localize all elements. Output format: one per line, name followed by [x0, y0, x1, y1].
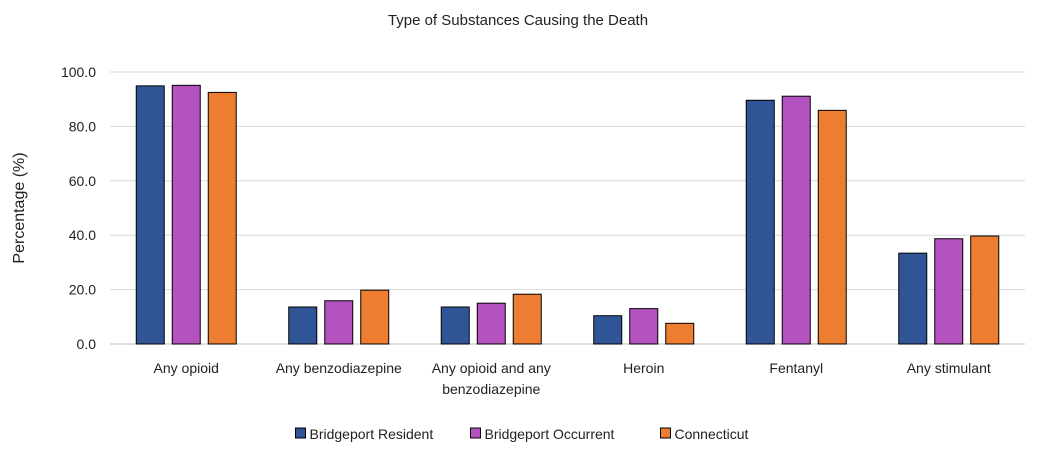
bar — [440, 306, 470, 345]
x-tick-label: Any benzodiazepine — [276, 360, 402, 376]
bar — [629, 308, 659, 345]
x-tick-label: Any opioid and any benzodiazepine — [432, 360, 551, 397]
chart-title: Type of Substances Causing the Death — [388, 12, 648, 29]
bar — [207, 91, 237, 345]
legend-label: Bridgeport Occurrent — [485, 426, 615, 442]
bar — [934, 238, 964, 345]
y-tick-label: 20.0 — [69, 282, 96, 298]
bar — [970, 235, 1000, 345]
y-tick-label: 100.0 — [61, 64, 96, 80]
x-tick-label: Heroin — [623, 360, 664, 376]
bar — [476, 302, 506, 345]
bar — [171, 84, 201, 345]
bar — [324, 300, 354, 345]
bar — [512, 293, 542, 345]
legend-swatch — [470, 427, 481, 439]
bar — [745, 99, 775, 345]
legend: Bridgeport Resident Bridgeport Occurrent C… — [295, 426, 749, 442]
bar — [898, 252, 928, 345]
bar — [360, 289, 390, 345]
legend-label: Connecticut — [675, 426, 749, 442]
bar — [135, 85, 165, 345]
y-tick-label: 60.0 — [69, 173, 96, 189]
bars — [135, 84, 1000, 345]
x-axis-labels: Any opioid Any benzodiazepine Any opioid a… — [154, 360, 991, 397]
y-tick-label: 80.0 — [69, 118, 96, 134]
y-axis-ticks: 0.0 20.0 40.0 60.0 80.0 100.0 — [61, 64, 96, 352]
x-tick-label: Any stimulant — [907, 360, 991, 376]
y-axis-title: Percentage (%) — [11, 152, 28, 263]
legend-swatch — [660, 427, 671, 439]
x-tick-label: Fentanyl — [769, 360, 823, 376]
legend-swatch — [295, 427, 306, 439]
y-tick-label: 0.0 — [77, 336, 97, 352]
bar — [781, 95, 811, 345]
y-tick-label: 40.0 — [69, 227, 96, 243]
gridlines — [110, 71, 1025, 345]
legend-label: Bridgeport Resident — [310, 426, 434, 442]
bar — [288, 306, 318, 345]
bar — [593, 315, 623, 345]
x-tick-label: Any opioid — [154, 360, 219, 376]
bar — [817, 109, 847, 345]
bar — [665, 322, 695, 345]
